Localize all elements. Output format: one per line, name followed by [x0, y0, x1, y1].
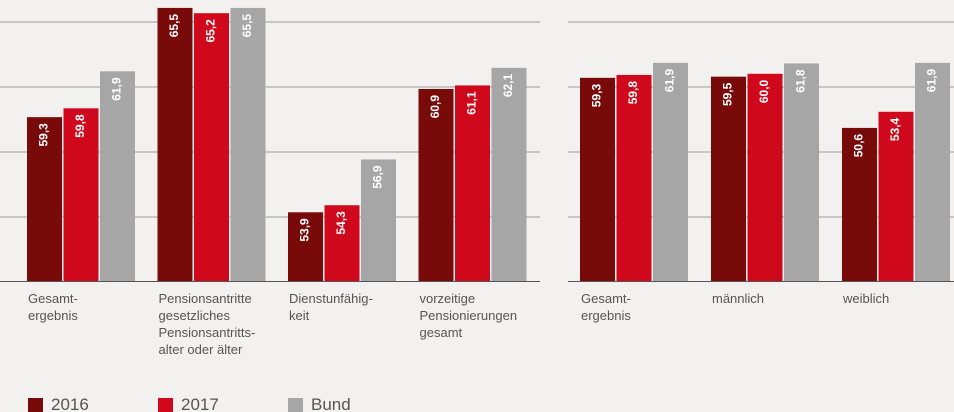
legend-label: 2017 [181, 395, 219, 412]
legend-item: Bund [288, 395, 351, 412]
data-label: 59,5 [721, 82, 735, 106]
legend-item: 2016 [28, 395, 89, 412]
bar [230, 7, 266, 282]
data-label: 56,9 [371, 165, 385, 189]
data-label: 62,1 [501, 73, 515, 97]
data-label: 61,9 [925, 69, 939, 93]
data-label: 59,8 [73, 114, 87, 138]
x-tick-label: Gesamt- ergebnis [28, 291, 78, 323]
legend-swatch [28, 397, 43, 412]
bar [418, 88, 454, 281]
bar [580, 77, 615, 281]
data-label: 50,6 [852, 134, 866, 158]
bar [324, 205, 360, 281]
data-label: 53,9 [298, 218, 312, 242]
x-tick-label: männlich [712, 291, 765, 306]
bar [616, 74, 652, 281]
data-label: 65,5 [167, 14, 181, 38]
legend-label: Bund [311, 395, 351, 412]
bar [842, 127, 877, 281]
x-tick-label: vorzeitige Pensionierungen gesamt [419, 291, 518, 340]
data-label: 61,8 [794, 69, 808, 93]
bar [711, 76, 746, 281]
data-label: 54,3 [334, 211, 348, 235]
bar [915, 62, 950, 282]
bar [784, 63, 819, 281]
data-label: 61,9 [110, 77, 124, 101]
data-label: 61,9 [663, 69, 677, 93]
data-label: 59,8 [626, 81, 640, 105]
x-tick-label: Dienstunfähig- keit [289, 291, 373, 323]
bar [878, 111, 914, 281]
legend-swatch [158, 397, 173, 412]
data-label: 59,3 [590, 84, 604, 108]
data-label: 59,3 [37, 123, 51, 147]
x-tick-label: Gesamt- ergebnis [581, 291, 631, 323]
bar [653, 62, 688, 282]
bar [100, 71, 135, 281]
data-label: 65,5 [240, 14, 254, 38]
bar [361, 159, 396, 281]
data-label: 53,4 [888, 117, 902, 141]
x-tick-label: weiblich [843, 291, 890, 306]
legend-label: 2016 [51, 395, 89, 412]
legend-swatch [288, 397, 303, 412]
bar [288, 212, 323, 281]
bar [157, 7, 193, 282]
data-label: 65,2 [204, 19, 218, 43]
data-label: 60,0 [757, 79, 771, 103]
bar [194, 13, 229, 281]
data-label: 60,9 [428, 95, 442, 119]
data-label: 61,1 [465, 91, 479, 115]
bar [27, 117, 62, 282]
bar [491, 67, 527, 281]
bar [63, 108, 99, 281]
x-tick-label: Pensionsantritte gesetzliches Pensionsan… [158, 291, 256, 357]
bar [455, 85, 490, 281]
legend-item: 2017 [158, 395, 219, 412]
bar [747, 73, 783, 281]
